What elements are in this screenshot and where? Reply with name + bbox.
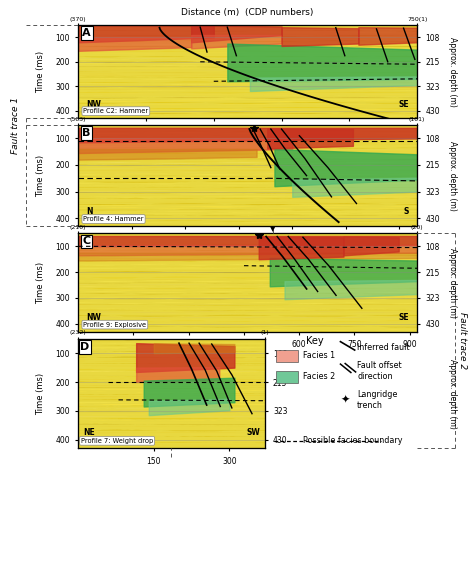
Text: Profile 9: Explosive: Profile 9: Explosive [83, 321, 146, 328]
Text: A: A [82, 28, 91, 38]
Text: Approx. depth (m): Approx. depth (m) [448, 247, 457, 318]
Text: Profile C2: Hammer: Profile C2: Hammer [83, 108, 148, 114]
Text: D: D [81, 342, 90, 352]
Text: S: S [403, 207, 409, 216]
Text: Langridge
trench: Langridge trench [357, 390, 397, 410]
Text: C: C [82, 236, 91, 246]
Text: Approx. depth (m): Approx. depth (m) [448, 36, 457, 107]
Text: Distance (m)  (CDP numbers): Distance (m) (CDP numbers) [182, 8, 314, 17]
Text: Approx. depth (m): Approx. depth (m) [448, 358, 457, 429]
Text: Time (ms): Time (ms) [36, 50, 45, 93]
Text: SE: SE [398, 312, 409, 322]
Text: B: B [82, 128, 91, 138]
Text: SE: SE [398, 99, 409, 109]
Text: Profile 4: Hammer: Profile 4: Hammer [83, 216, 144, 222]
Text: Facies 2: Facies 2 [302, 373, 335, 381]
Text: Possible facies boundary: Possible facies boundary [302, 436, 402, 445]
Text: NE: NE [83, 428, 95, 438]
Text: Time (ms): Time (ms) [36, 154, 45, 197]
Text: ✦: ✦ [340, 395, 350, 405]
Text: Profile 7: Weight drop: Profile 7: Weight drop [81, 438, 153, 444]
Text: ▼: ▼ [270, 226, 276, 232]
Text: Key: Key [306, 336, 323, 346]
Text: Fault trace 2: Fault trace 2 [458, 312, 466, 369]
Text: Fault trace 1: Fault trace 1 [11, 97, 19, 154]
Text: SW: SW [246, 428, 260, 438]
Text: Time (ms): Time (ms) [36, 373, 45, 415]
Text: Facies 1: Facies 1 [302, 351, 335, 360]
Text: Inferred fault: Inferred fault [357, 343, 410, 352]
Text: Fault offset
direction: Fault offset direction [357, 361, 401, 381]
Text: NW: NW [87, 312, 101, 322]
Text: Time (ms): Time (ms) [36, 261, 45, 304]
Text: NW: NW [87, 99, 101, 109]
Text: Approx. depth (m): Approx. depth (m) [448, 141, 457, 210]
Text: N: N [87, 207, 93, 216]
